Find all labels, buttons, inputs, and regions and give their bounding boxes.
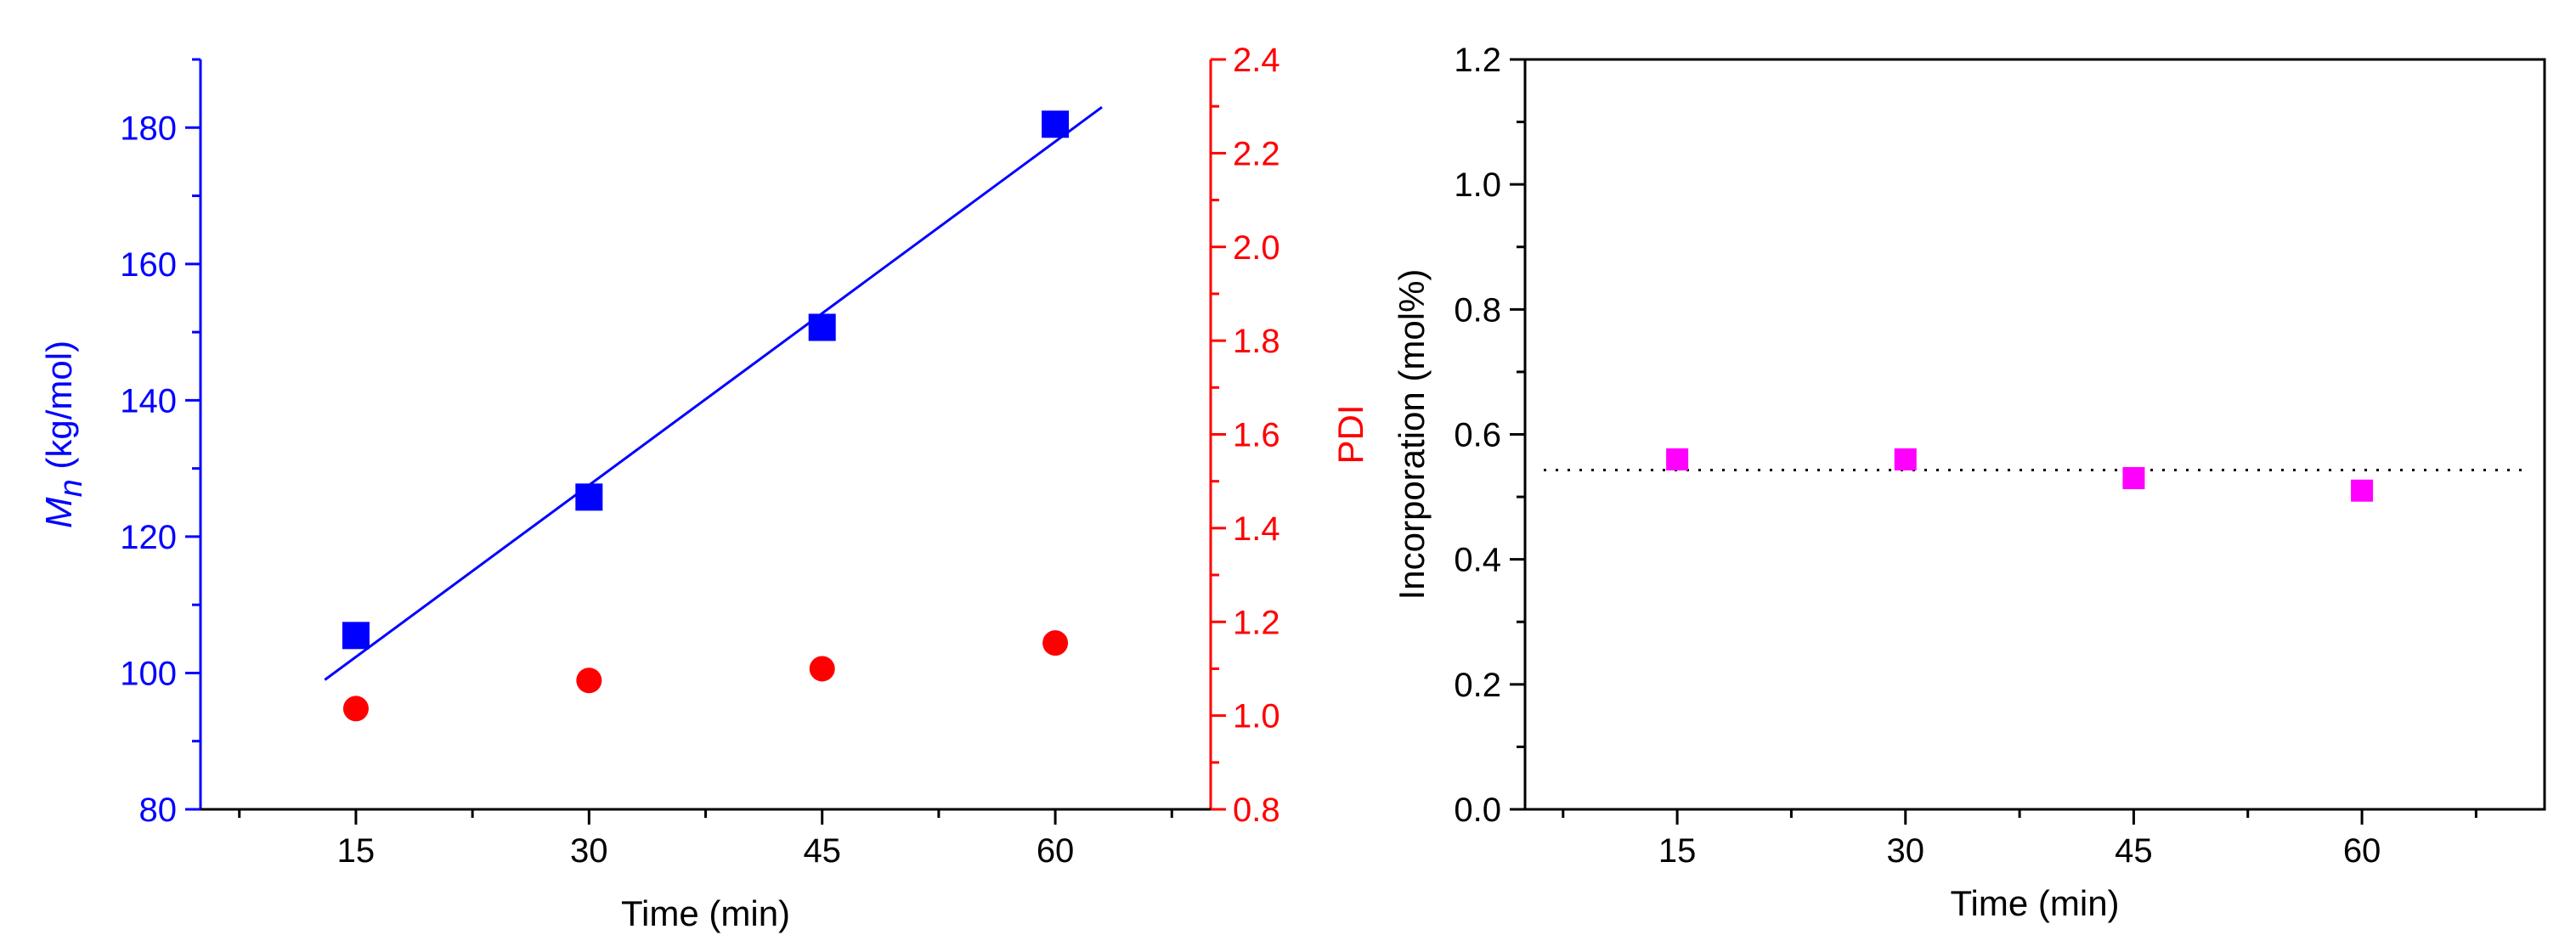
incorporation-chart: 15 30 45 60 0.0 0.2 0.4 0.6 0.8 1.0 1.2 Time (min) I…	[1392, 42, 2546, 923]
right-y-tick-label: 2.2	[1233, 135, 1280, 172]
mn-data-point	[342, 622, 370, 650]
y-tick-label: 0.6	[1454, 417, 1501, 454]
left-y-tick-label: 180	[120, 110, 177, 147]
mn-pdi-chart: 15 30 45 60 80 100 120 140 160 180 0.8 1.0 1.2 1.4 1.6…	[38, 42, 1370, 933]
incorporation-data-point	[1894, 448, 1917, 470]
pdi-data-point	[576, 668, 602, 694]
right-y-tick-label: 1.0	[1233, 698, 1280, 735]
right-y-tick-label: 1.4	[1233, 510, 1280, 548]
incorporation-data-point	[1666, 448, 1689, 470]
pdi-data-point	[342, 696, 369, 722]
left-y-axis-label: Mn (kg/mol)	[38, 341, 89, 528]
x-tick-label: 30	[570, 832, 608, 870]
left-y-tick-label: 140	[120, 382, 177, 420]
y-tick-label: 0.8	[1454, 291, 1501, 329]
pdi-data-point	[809, 656, 835, 682]
right-y-tick-label: 1.2	[1233, 604, 1280, 641]
x-tick-label: 30	[1887, 832, 1925, 870]
y-tick-label: 0.2	[1454, 667, 1501, 704]
ylabel-unit-part: (kg/mol)	[39, 341, 79, 479]
ylabel-subscript-part: n	[54, 479, 89, 497]
left-y-tick-label: 160	[120, 246, 177, 284]
incorporation-data-point	[2351, 479, 2374, 502]
left-y-tick-label: 80	[139, 791, 178, 829]
x-axis-label: Time (min)	[1950, 883, 2119, 923]
right-y-tick-label: 1.8	[1233, 323, 1280, 360]
ylabel-italic-part: M	[38, 497, 80, 528]
right-y-tick-label: 2.4	[1233, 42, 1280, 79]
mn-data-point	[808, 313, 836, 341]
x-axis-label: Time (min)	[621, 893, 790, 933]
x-tick-label: 60	[1037, 832, 1075, 870]
pdi-data-point	[1042, 630, 1069, 656]
left-y-tick-label: 120	[120, 519, 177, 556]
y-tick-label: 1.0	[1454, 166, 1501, 204]
mn-fit-line	[324, 105, 1103, 681]
right-y-axis-label: PDI	[1330, 404, 1370, 464]
incorporation-data-point	[2122, 467, 2145, 490]
y-axis-label: Incorporation (mol%)	[1392, 269, 1432, 600]
left-y-tick-label: 100	[120, 655, 177, 692]
y-tick-label: 0.4	[1454, 542, 1501, 579]
right-y-tick-label: 0.8	[1233, 791, 1280, 829]
x-tick-label: 15	[337, 832, 376, 870]
y-tick-label: 0.0	[1454, 791, 1501, 829]
plot-frame	[1523, 58, 2546, 811]
mn-data-point	[1042, 110, 1070, 138]
right-y-tick-label: 2.0	[1233, 229, 1280, 267]
x-tick-label: 45	[2115, 832, 2153, 870]
y-tick-label: 1.2	[1454, 42, 1501, 79]
x-tick-label: 45	[803, 832, 841, 870]
x-tick-label: 60	[2343, 832, 2381, 870]
right-y-tick-label: 1.6	[1233, 417, 1280, 454]
x-tick-label: 15	[1658, 832, 1697, 870]
mn-data-point	[575, 483, 603, 511]
